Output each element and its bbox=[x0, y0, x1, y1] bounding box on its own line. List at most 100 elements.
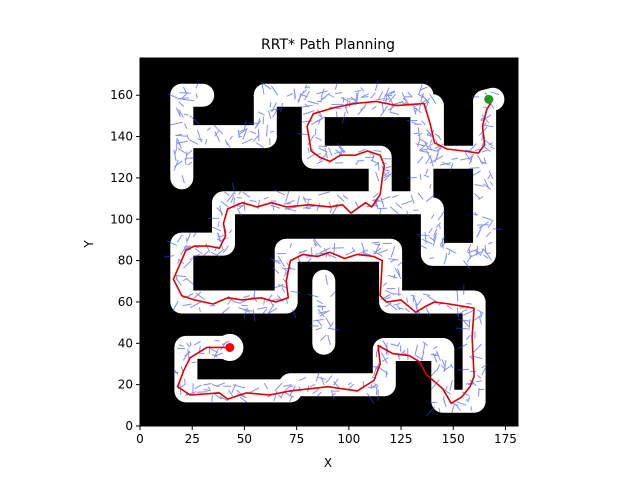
tree-edge bbox=[178, 344, 184, 347]
tree-edge bbox=[406, 297, 408, 303]
tree-edge bbox=[309, 383, 316, 388]
tree-edge bbox=[385, 296, 391, 300]
x-tick-label: 0 bbox=[136, 432, 144, 446]
tree-edge bbox=[232, 300, 241, 304]
tree-edge bbox=[424, 231, 427, 244]
tree-edge bbox=[302, 205, 315, 209]
tree-edge bbox=[249, 130, 257, 135]
tree-edge bbox=[274, 189, 286, 196]
tree-edge bbox=[252, 309, 256, 322]
chart-title: RRT* Path Planning bbox=[261, 37, 395, 53]
tree-edge bbox=[274, 382, 283, 392]
tree-edge bbox=[393, 303, 401, 306]
tree-edge bbox=[378, 366, 389, 375]
tree-edge bbox=[312, 237, 322, 248]
tree-edge bbox=[347, 382, 352, 386]
tree-edge bbox=[237, 205, 244, 207]
tree-edge bbox=[436, 364, 441, 372]
tree-edge bbox=[373, 366, 379, 368]
tree-edge bbox=[381, 196, 391, 201]
tree-edge bbox=[469, 379, 477, 387]
tree-edge bbox=[257, 111, 265, 116]
tree-edge bbox=[374, 80, 379, 92]
tree-edge bbox=[175, 141, 181, 146]
y-tick-label: 60 bbox=[118, 295, 133, 309]
tree-edge bbox=[206, 127, 211, 131]
tree-edge bbox=[300, 104, 313, 108]
tree-edge bbox=[327, 334, 331, 345]
y-tick-label: 140 bbox=[110, 130, 133, 144]
tree-edge bbox=[173, 149, 177, 162]
tree-edge bbox=[383, 174, 390, 179]
x-tick-label: 50 bbox=[237, 432, 252, 446]
tree-edge bbox=[189, 115, 200, 125]
x-tick-label: 125 bbox=[390, 432, 413, 446]
tree-edge bbox=[244, 308, 253, 312]
tree-edge bbox=[304, 90, 310, 101]
x-tick-label: 175 bbox=[494, 432, 517, 446]
tree-edge bbox=[299, 376, 307, 381]
tree-edge bbox=[281, 287, 286, 293]
tree-edge bbox=[316, 202, 321, 211]
tree-edge bbox=[429, 93, 437, 105]
tree-edge bbox=[457, 368, 470, 371]
tree-edge bbox=[398, 100, 404, 104]
tree-edge bbox=[168, 93, 179, 100]
tree-edge bbox=[303, 196, 307, 203]
tree-edge bbox=[439, 162, 452, 166]
tree-edge bbox=[481, 149, 488, 153]
y-tick-label: 40 bbox=[118, 336, 133, 350]
tree-edge bbox=[478, 221, 489, 229]
tree-edge bbox=[226, 192, 235, 203]
tree-edge bbox=[300, 93, 308, 98]
tree-edge bbox=[216, 232, 222, 243]
tree-edge bbox=[417, 156, 424, 164]
tree-edge bbox=[479, 117, 485, 121]
tree-edge bbox=[241, 138, 253, 145]
tree-edge bbox=[481, 363, 488, 369]
tree-edge bbox=[374, 242, 381, 255]
tree-edge bbox=[436, 350, 441, 361]
tree-edge bbox=[406, 210, 409, 217]
tree-edge bbox=[378, 91, 384, 100]
tree-edge bbox=[362, 251, 368, 255]
y-tick-label: 20 bbox=[118, 378, 133, 392]
tree-edge bbox=[404, 307, 410, 313]
tree-edge bbox=[305, 86, 311, 88]
tree-edge bbox=[342, 194, 349, 200]
tree-edge bbox=[388, 258, 399, 261]
y-tick-label: 100 bbox=[110, 212, 133, 226]
tree-edge bbox=[420, 245, 428, 249]
tree-edge bbox=[267, 303, 275, 314]
tree-edge bbox=[448, 250, 451, 256]
tree-edge bbox=[434, 133, 440, 138]
tree-edge bbox=[318, 114, 323, 119]
tree-edge bbox=[271, 102, 277, 113]
tree-edge bbox=[383, 170, 391, 177]
tree-edge bbox=[490, 146, 495, 150]
tree-edge bbox=[422, 293, 431, 296]
tree-edge bbox=[425, 194, 435, 203]
tree-edge bbox=[271, 298, 281, 301]
tree-edge bbox=[284, 200, 295, 205]
tree-edge bbox=[319, 153, 327, 162]
tree-edge bbox=[468, 249, 471, 259]
tree-edge bbox=[228, 389, 234, 397]
tree-edge bbox=[184, 123, 188, 129]
tree-edge bbox=[394, 267, 402, 280]
tree-edge bbox=[423, 174, 430, 178]
tree-edge bbox=[461, 391, 470, 397]
tree-edge bbox=[382, 282, 387, 287]
tree-edge bbox=[373, 199, 380, 206]
tree-edge bbox=[185, 151, 188, 161]
tree-edge bbox=[319, 309, 330, 317]
tree-edge bbox=[373, 149, 382, 152]
tree-edge bbox=[372, 192, 379, 199]
tree-edge bbox=[184, 245, 191, 250]
tree-edge bbox=[178, 97, 189, 100]
tree-edge bbox=[325, 317, 332, 327]
tree-edge bbox=[393, 274, 396, 279]
tree-edge bbox=[457, 343, 468, 350]
tree-edge bbox=[429, 257, 435, 259]
tree-edge bbox=[311, 247, 313, 257]
